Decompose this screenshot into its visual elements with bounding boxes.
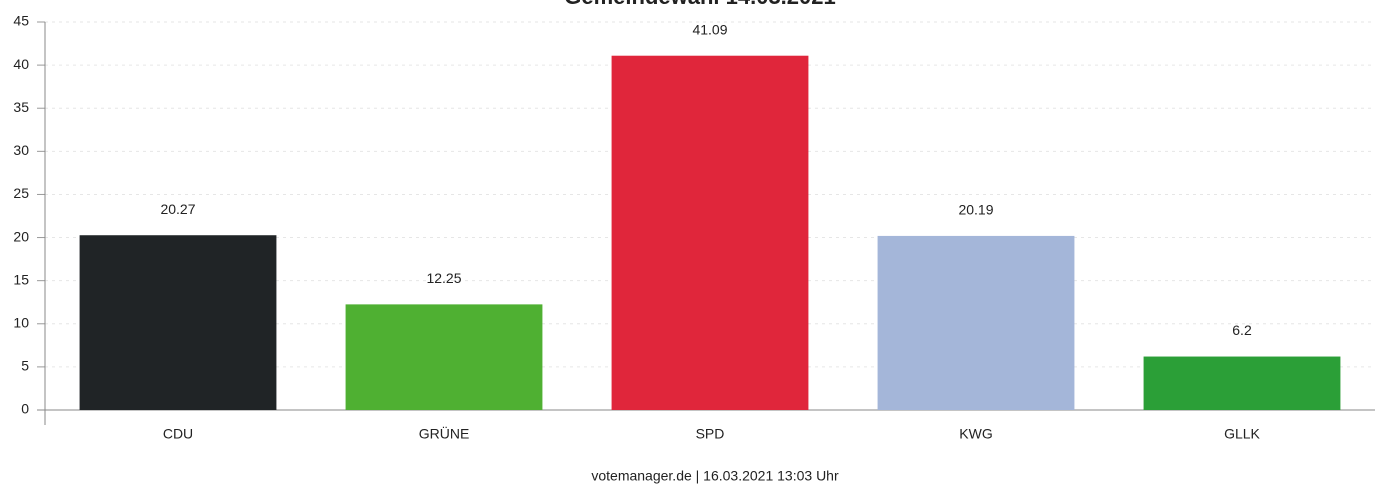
y-tick-label: 35 bbox=[13, 99, 29, 115]
bar bbox=[345, 304, 543, 410]
y-tick-label: 15 bbox=[13, 271, 29, 287]
bar bbox=[1143, 356, 1341, 410]
footer: votemanager.de | 16.03.2021 13:03 Uhr bbox=[591, 468, 839, 484]
y-tick-label: 0 bbox=[21, 401, 29, 417]
bar bbox=[79, 235, 277, 410]
value-label: 20.19 bbox=[958, 202, 993, 218]
chart-title: Gemeindewahl 14.03.2021 bbox=[564, 0, 836, 9]
y-tick-label: 5 bbox=[21, 358, 29, 374]
x-tick-label: KWG bbox=[959, 426, 992, 442]
x-tick-label: SPD bbox=[696, 426, 725, 442]
y-tick-label: 25 bbox=[13, 185, 29, 201]
x-tick-label: GRÜNE bbox=[419, 425, 470, 442]
bar bbox=[877, 235, 1075, 410]
y-tick-label: 20 bbox=[13, 228, 29, 244]
value-label: 20.27 bbox=[160, 201, 195, 217]
value-label: 12.25 bbox=[426, 270, 461, 286]
y-tick-label: 45 bbox=[13, 13, 29, 29]
x-tick-label: GLLK bbox=[1224, 426, 1260, 442]
value-label: 6.2 bbox=[1232, 322, 1252, 338]
value-label: 41.09 bbox=[692, 21, 727, 37]
x-tick-label: CDU bbox=[163, 426, 193, 442]
bar bbox=[611, 55, 809, 410]
y-tick-label: 10 bbox=[13, 314, 29, 330]
y-tick-label: 30 bbox=[13, 142, 29, 158]
y-tick-label: 40 bbox=[13, 56, 29, 72]
